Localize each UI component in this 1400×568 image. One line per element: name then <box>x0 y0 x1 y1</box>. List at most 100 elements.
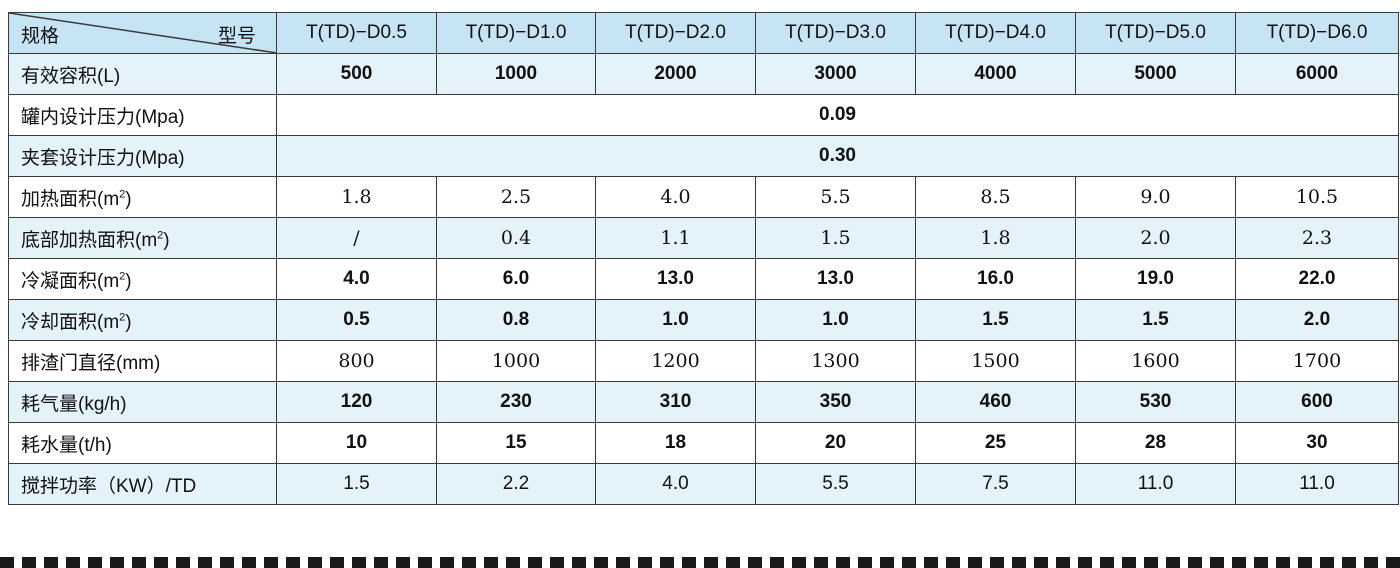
table-cell: 16.0 <box>915 258 1076 300</box>
table-cell: 1.5 <box>915 299 1076 341</box>
model-header: T(TD)−D4.0 <box>915 12 1076 54</box>
table-cell: 9.0 <box>1075 176 1236 218</box>
table-cell: 11.0 <box>1235 463 1399 505</box>
table-cell: 2.0 <box>1235 299 1399 341</box>
table-cell: 0.5 <box>276 299 437 341</box>
table-cell: 3000 <box>755 53 916 95</box>
table-cell: 1.8 <box>915 217 1076 259</box>
table-cell: 5.5 <box>755 463 916 505</box>
table-cell: 2.0 <box>1075 217 1236 259</box>
diagonal-divider <box>9 13 277 53</box>
table-cell: 2.2 <box>436 463 596 505</box>
table-cell: 1.5 <box>276 463 437 505</box>
table-cell: 20 <box>755 422 916 464</box>
table-cell: 25 <box>915 422 1076 464</box>
table-cell: 1600 <box>1075 340 1236 382</box>
table-cell: 350 <box>755 381 916 423</box>
table-cell: 310 <box>595 381 756 423</box>
table-cell: 28 <box>1075 422 1236 464</box>
row-label: 冷却面积(m2) <box>8 299 277 341</box>
row-heating-area: 加热面积(m2) 1.8 2.5 4.0 5.5 8.5 9.0 10.5 <box>8 176 1399 218</box>
table-cell: 4000 <box>915 53 1076 95</box>
table-cell: 1000 <box>436 53 596 95</box>
row-label: 有效容积(L) <box>8 53 277 95</box>
table-cell: 19.0 <box>1075 258 1236 300</box>
table-cell: 0.4 <box>436 217 596 259</box>
row-label: 耗水量(t/h) <box>8 422 277 464</box>
model-header: T(TD)−D0.5 <box>276 12 437 54</box>
table-cell: 6000 <box>1235 53 1399 95</box>
table-cell: 2000 <box>595 53 756 95</box>
table-cell: 22.0 <box>1235 258 1399 300</box>
table-cell: 10.5 <box>1235 176 1399 218</box>
row-condensing-area: 冷凝面积(m2) 4.0 6.0 13.0 13.0 16.0 19.0 22.… <box>8 258 1399 300</box>
row-bottom-heating-area: 底部加热面积(m2) / 0.4 1.1 1.5 1.8 2.0 2.3 <box>8 217 1399 259</box>
table-cell: 600 <box>1235 381 1399 423</box>
row-label: 搅拌功率（KW）/TD <box>8 463 277 505</box>
row-discharge-door: 排渣门直径(mm) 800 1000 1200 1300 1500 1600 1… <box>8 340 1399 382</box>
row-jacket-pressure: 夹套设计压力(Mpa) 0.30 <box>8 135 1399 177</box>
table-cell: / <box>276 217 437 259</box>
table-cell: 13.0 <box>595 258 756 300</box>
table-cell: 120 <box>276 381 437 423</box>
table-cell: 11.0 <box>1075 463 1236 505</box>
table-cell: 530 <box>1075 381 1236 423</box>
row-label: 耗气量(kg/h) <box>8 381 277 423</box>
table-cell: 2.3 <box>1235 217 1399 259</box>
corner-cell: 规格 型号 <box>8 12 277 54</box>
dashed-divider <box>0 557 1400 568</box>
table-cell: 460 <box>915 381 1076 423</box>
row-label: 冷凝面积(m2) <box>8 258 277 300</box>
table-cell: 0.8 <box>436 299 596 341</box>
table-cell: 30 <box>1235 422 1399 464</box>
row-label: 夹套设计压力(Mpa) <box>8 135 277 177</box>
table-cell: 1700 <box>1235 340 1399 382</box>
table-cell: 1300 <box>755 340 916 382</box>
row-cooling-area: 冷却面积(m2) 0.5 0.8 1.0 1.0 1.5 1.5 2.0 <box>8 299 1399 341</box>
table-cell: 2.5 <box>436 176 596 218</box>
table-cell: 230 <box>436 381 596 423</box>
row-label: 底部加热面积(m2) <box>8 217 277 259</box>
table-cell: 15 <box>436 422 596 464</box>
row-water-consumption: 耗水量(t/h) 10 15 18 20 25 28 30 <box>8 422 1399 464</box>
table-cell: 13.0 <box>755 258 916 300</box>
row-label: 加热面积(m2) <box>8 176 277 218</box>
row-label: 排渣门直径(mm) <box>8 340 277 382</box>
model-header: T(TD)−D5.0 <box>1075 12 1236 54</box>
table-cell: 1500 <box>915 340 1076 382</box>
table-cell: 4.0 <box>276 258 437 300</box>
merged-cell: 0.09 <box>276 94 1399 136</box>
model-header: T(TD)−D6.0 <box>1235 12 1399 54</box>
row-label: 罐内设计压力(Mpa) <box>8 94 277 136</box>
table-cell: 1.5 <box>755 217 916 259</box>
model-header: T(TD)−D1.0 <box>436 12 596 54</box>
table-cell: 1.8 <box>276 176 437 218</box>
table-cell: 10 <box>276 422 437 464</box>
table-cell: 6.0 <box>436 258 596 300</box>
table-cell: 800 <box>276 340 437 382</box>
table-cell: 1.5 <box>1075 299 1236 341</box>
merged-cell: 0.30 <box>276 135 1399 177</box>
model-header: T(TD)−D2.0 <box>595 12 756 54</box>
table-cell: 4.0 <box>595 463 756 505</box>
table-cell: 1.1 <box>595 217 756 259</box>
spec-table: 规格 型号 T(TD)−D0.5 T(TD)−D1.0 T(TD)−D2.0 T… <box>8 12 1399 505</box>
table-cell: 18 <box>595 422 756 464</box>
row-stirring-power: 搅拌功率（KW）/TD 1.5 2.2 4.0 5.5 7.5 11.0 11.… <box>8 463 1399 505</box>
table-cell: 5000 <box>1075 53 1236 95</box>
model-header: T(TD)−D3.0 <box>755 12 916 54</box>
table-cell: 1200 <box>595 340 756 382</box>
table-cell: 500 <box>276 53 437 95</box>
table-cell: 7.5 <box>915 463 1076 505</box>
corner-model-label: 型号 <box>217 26 256 47</box>
corner-spec-label: 规格 <box>21 26 60 47</box>
table-cell: 5.5 <box>755 176 916 218</box>
row-volume: 有效容积(L) 500 1000 2000 3000 4000 5000 600… <box>8 53 1399 95</box>
row-steam-consumption: 耗气量(kg/h) 120 230 310 350 460 530 600 <box>8 381 1399 423</box>
table-cell: 4.0 <box>595 176 756 218</box>
header-row: 规格 型号 T(TD)−D0.5 T(TD)−D1.0 T(TD)−D2.0 T… <box>8 12 1399 54</box>
table-cell: 1000 <box>436 340 596 382</box>
table-cell: 1.0 <box>595 299 756 341</box>
table-cell: 8.5 <box>915 176 1076 218</box>
row-tank-pressure: 罐内设计压力(Mpa) 0.09 <box>8 94 1399 136</box>
